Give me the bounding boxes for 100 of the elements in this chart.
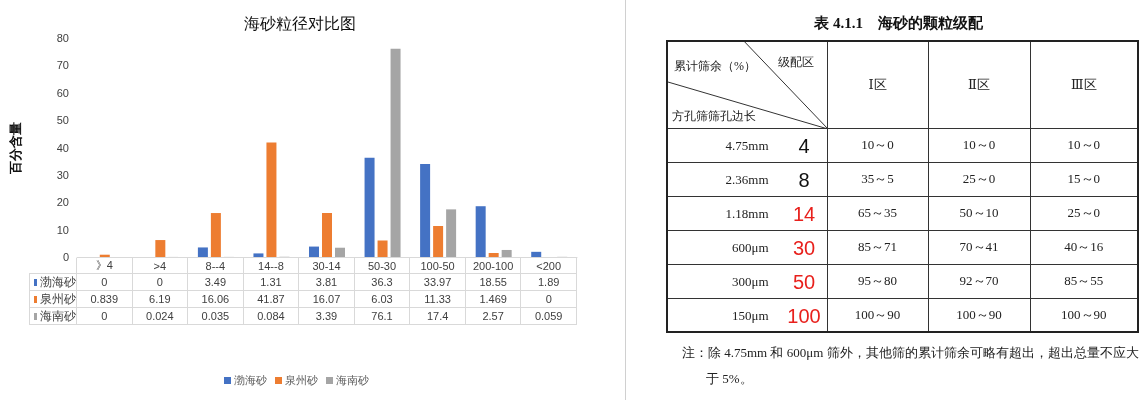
y-tick-label: 10: [56, 223, 69, 236]
bar: [390, 48, 401, 257]
text: 100～90: [854, 306, 901, 322]
y-tick-label: 80: [56, 32, 69, 44]
text: 注：除 4.75mm 和 600μm 筛外，其他筛的累计筛余可略有超出，超出总量不应大于 5%。: [682, 344, 1140, 388]
data-label: 33.97: [409, 273, 466, 291]
text: 85～55: [1064, 273, 1104, 288]
text: 100～90: [1061, 306, 1107, 322]
category-label: 4.75mm: [725, 137, 769, 153]
bar: [475, 206, 486, 257]
text: 50～10: [959, 205, 999, 220]
category-label: 150μm: [731, 307, 769, 323]
text: 泉州砂: [284, 374, 318, 386]
category-label: Ⅱ区: [928, 41, 1030, 128]
category-label: 14: [792, 202, 816, 225]
y-tick-label: 20: [56, 196, 69, 209]
data-label: 41.87: [242, 290, 300, 308]
text: 10～0: [962, 137, 996, 152]
data-label: 3.49: [187, 273, 244, 291]
data-label: 0.059: [520, 307, 577, 325]
bar: [488, 252, 499, 257]
text: 15～0: [1067, 171, 1100, 186]
category-label: 100: [787, 304, 821, 327]
bar: [197, 247, 208, 257]
data-label: 36.3: [353, 273, 411, 291]
data-label: 17.4: [409, 307, 466, 325]
text: 表 4.1.1 海砂的颗粒级配: [814, 15, 983, 31]
legend-label: 海南砂: [40, 307, 76, 325]
text: 100～90: [956, 306, 1002, 322]
bar: [433, 225, 444, 257]
category-label: 8: [798, 168, 810, 191]
text: 级配区: [778, 54, 814, 71]
bar: [322, 213, 332, 257]
text: 95～80: [858, 273, 897, 288]
data-label: 6.19: [131, 290, 189, 308]
data-label: 1.89: [520, 273, 577, 291]
category-label: Ⅲ区: [1030, 41, 1138, 128]
y-axis-title: 百分含量: [8, 121, 23, 175]
x-tick-label: 30-14: [298, 258, 355, 274]
text: 92～70: [959, 273, 999, 288]
data-label: 6.03: [353, 290, 411, 308]
y-tick-label: 0: [62, 251, 69, 263]
data-label: 0.024: [131, 307, 189, 325]
text: 25～0: [962, 171, 996, 186]
bar: [446, 209, 457, 257]
data-label: 0: [131, 273, 189, 291]
text: 85～71: [858, 239, 897, 254]
bar: [335, 247, 345, 257]
data-label: 16.07: [298, 290, 355, 308]
bar: [531, 251, 542, 257]
x-tick-label: 200-100: [464, 258, 522, 274]
data-label: 0.839: [76, 290, 133, 308]
legend-label: 渤海砂: [233, 373, 267, 388]
bar: [155, 240, 166, 257]
text: 渤海砂: [40, 274, 76, 289]
y-tick-label: 40: [56, 141, 69, 154]
data-label: 0.035: [187, 307, 244, 325]
x-tick-label: 14--8: [242, 258, 300, 274]
data-label: 0: [76, 273, 133, 291]
bar: [253, 253, 264, 257]
data-label: 0: [76, 307, 133, 325]
y-tick-label: 70: [56, 59, 69, 72]
x-tick-label: >4: [131, 258, 189, 274]
category-label: 600μm: [731, 239, 769, 255]
text: 70～41: [959, 239, 999, 254]
x-tick-label: 100-50: [409, 258, 466, 274]
category-label: 50: [792, 270, 816, 293]
x-tick-label: 50-30: [353, 258, 411, 274]
text: 方孔筛筛孔边长: [672, 108, 756, 125]
data-label: 2.57: [464, 307, 522, 325]
text: 海南砂: [335, 374, 369, 386]
data-label: 0.084: [242, 307, 300, 325]
data-label: 16.06: [187, 290, 244, 308]
category-label: 30: [792, 236, 816, 259]
data-label: 18.55: [464, 273, 522, 291]
category-label: 1.18mm: [725, 205, 769, 221]
x-tick-label: 8--4: [187, 258, 244, 274]
data-label: 0: [520, 290, 577, 308]
category-label: 2.36mm: [725, 171, 769, 187]
legend-label: 泉州砂: [40, 290, 76, 308]
y-tick-label: 30: [56, 168, 69, 181]
category-label: Ⅰ区: [827, 41, 928, 128]
y-tick-label: 50: [56, 114, 69, 127]
text: 65～35: [858, 205, 897, 220]
data-label: 3.81: [298, 273, 355, 291]
x-tick-label: 》4: [76, 258, 133, 274]
bar: [377, 240, 388, 257]
category-label: 300μm: [731, 273, 769, 289]
category-label: 4: [798, 134, 810, 157]
text: 40～16: [1064, 239, 1104, 254]
bar: [309, 246, 319, 257]
bar: [364, 157, 375, 257]
data-label: 76.1: [353, 307, 411, 325]
bar: [266, 142, 277, 257]
data-label: 11.33: [409, 290, 466, 308]
data-label: 1.469: [464, 290, 522, 308]
text: 35～5: [861, 171, 894, 186]
data-label: 1.31: [242, 273, 300, 291]
chart-title: 海砂粒径对比图: [244, 14, 356, 32]
bar: [420, 164, 431, 257]
